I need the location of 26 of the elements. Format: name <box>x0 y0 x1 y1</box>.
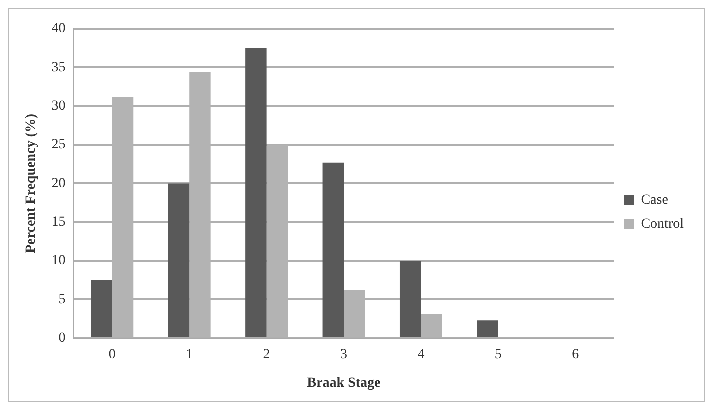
x-tick-label: 4 <box>418 347 425 362</box>
x-axis-title: Braak Stage <box>307 376 381 392</box>
y-tick-label: 35 <box>52 60 66 76</box>
y-tick-label: 15 <box>52 215 66 230</box>
legend-label: Case <box>641 193 668 208</box>
y-tick-label: 20 <box>52 176 66 192</box>
x-tick-label: 3 <box>340 347 348 362</box>
legend-label: Control <box>641 217 684 232</box>
bar <box>168 184 190 338</box>
x-tick-label: 5 <box>494 347 502 362</box>
bar <box>477 320 498 338</box>
y-axis-title: Percent Frequency (%) <box>24 114 40 254</box>
bar <box>322 162 344 338</box>
y-tick-label: 25 <box>52 138 66 153</box>
y-tick-label: 30 <box>52 99 66 114</box>
bar <box>91 280 112 338</box>
bar <box>246 48 267 338</box>
x-tick-label: 1 <box>186 347 194 362</box>
x-tick-label: 6 <box>572 347 580 362</box>
y-tick-label: 10 <box>52 254 66 269</box>
x-tick-label: 2 <box>263 347 270 362</box>
y-tick-label: 5 <box>58 292 66 308</box>
y-tick-label: 0 <box>58 331 66 346</box>
bar <box>400 261 422 338</box>
x-tick-label: 0 <box>108 347 116 362</box>
y-tick-label: 40 <box>52 22 66 37</box>
